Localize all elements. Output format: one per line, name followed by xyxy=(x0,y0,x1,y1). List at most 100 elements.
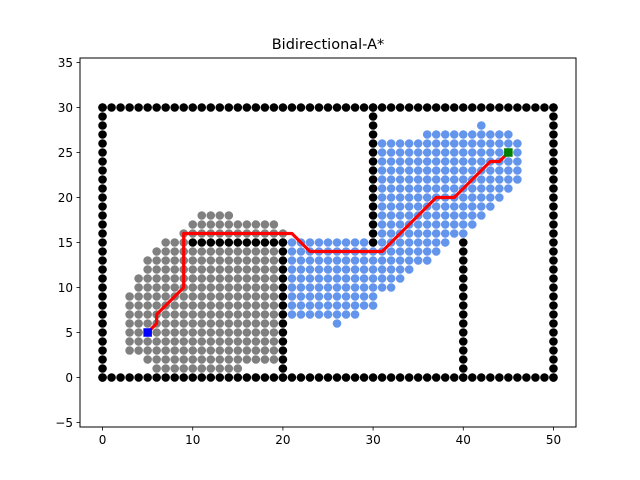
backward-closed-point xyxy=(368,301,378,310)
forward-closed-point xyxy=(134,274,143,283)
forward-closed-point xyxy=(260,292,270,301)
obstacle-point xyxy=(278,310,288,319)
obstacle-point xyxy=(98,301,107,310)
forward-closed-point xyxy=(206,256,216,265)
forward-closed-point xyxy=(233,283,243,292)
forward-closed-point xyxy=(179,346,189,355)
obstacle-point xyxy=(170,103,179,112)
obstacle-point xyxy=(278,328,288,337)
backward-closed-point xyxy=(486,148,495,157)
forward-closed-point xyxy=(233,337,243,346)
forward-closed-point xyxy=(215,220,225,229)
backward-closed-point xyxy=(431,238,441,247)
forward-closed-point xyxy=(125,310,134,319)
obstacle-point xyxy=(458,256,468,265)
backward-closed-point xyxy=(458,139,468,148)
obstacle-point xyxy=(549,274,558,283)
backward-closed-point xyxy=(386,256,396,265)
forward-closed-point xyxy=(215,211,225,220)
forward-closed-point xyxy=(206,265,216,274)
backward-closed-point xyxy=(377,283,387,292)
backward-closed-point xyxy=(341,301,351,310)
obstacle-point xyxy=(98,364,107,373)
obstacle-point xyxy=(188,373,198,382)
backward-closed-point xyxy=(323,238,333,247)
obstacle-point xyxy=(233,373,243,382)
forward-closed-point xyxy=(188,292,198,301)
forward-closed-point xyxy=(224,328,234,337)
obstacle-point xyxy=(197,373,207,382)
obstacle-point xyxy=(341,373,351,382)
forward-closed-point xyxy=(242,247,252,256)
backward-closed-point xyxy=(477,130,486,139)
forward-closed-point xyxy=(251,337,261,346)
backward-closed-point xyxy=(458,175,468,184)
backward-closed-point xyxy=(477,175,486,184)
obstacle-point xyxy=(197,238,207,247)
forward-closed-point xyxy=(269,292,279,301)
forward-closed-point xyxy=(188,310,198,319)
backward-closed-point xyxy=(495,193,504,202)
forward-closed-point xyxy=(242,301,252,310)
forward-closed-point xyxy=(242,319,252,328)
backward-closed-point xyxy=(350,301,360,310)
forward-closed-point xyxy=(224,211,234,220)
forward-closed-point xyxy=(179,292,189,301)
obstacle-point xyxy=(260,103,270,112)
forward-closed-point xyxy=(170,337,179,346)
obstacle-point xyxy=(413,373,423,382)
obstacle-point xyxy=(287,103,297,112)
forward-closed-point xyxy=(170,256,179,265)
obstacle-point xyxy=(422,373,432,382)
forward-closed-point xyxy=(233,301,243,310)
obstacle-point xyxy=(413,103,423,112)
forward-closed-point xyxy=(197,256,207,265)
forward-closed-point xyxy=(215,355,225,364)
forward-closed-point xyxy=(215,310,225,319)
forward-closed-point xyxy=(224,301,234,310)
y-tick-label: 5 xyxy=(65,326,73,340)
forward-closed-point xyxy=(152,274,161,283)
forward-closed-point xyxy=(269,247,279,256)
obstacle-point xyxy=(404,103,414,112)
obstacle-point xyxy=(152,373,161,382)
backward-closed-point xyxy=(467,157,477,166)
obstacle-point xyxy=(332,103,342,112)
obstacle-point xyxy=(458,292,468,301)
forward-closed-point xyxy=(134,310,143,319)
backward-closed-point xyxy=(314,292,324,301)
forward-closed-point xyxy=(188,346,198,355)
backward-closed-point xyxy=(413,148,423,157)
forward-closed-point xyxy=(188,337,198,346)
obstacle-point xyxy=(215,238,225,247)
forward-closed-point xyxy=(224,274,234,283)
backward-closed-point xyxy=(458,229,468,238)
backward-closed-point xyxy=(359,274,369,283)
backward-closed-point xyxy=(305,283,315,292)
backward-closed-point xyxy=(422,238,432,247)
obstacle-point xyxy=(278,283,288,292)
forward-closed-point xyxy=(197,211,207,220)
obstacle-point xyxy=(368,202,378,211)
backward-closed-point xyxy=(395,202,405,211)
backward-closed-point xyxy=(404,238,414,247)
forward-closed-point xyxy=(143,310,152,319)
obstacle-point xyxy=(458,319,468,328)
backward-closed-point xyxy=(440,184,450,193)
obstacle-point xyxy=(368,148,378,157)
forward-closed-point xyxy=(197,265,207,274)
forward-closed-point xyxy=(197,292,207,301)
obstacle-point xyxy=(504,373,513,382)
forward-closed-point xyxy=(251,247,261,256)
obstacle-point xyxy=(260,238,270,247)
obstacle-point xyxy=(458,328,468,337)
obstacle-point xyxy=(350,103,360,112)
obstacle-point xyxy=(143,103,152,112)
backward-closed-point xyxy=(477,139,486,148)
forward-closed-point xyxy=(269,256,279,265)
obstacle-point xyxy=(98,166,107,175)
forward-closed-point xyxy=(134,292,143,301)
forward-closed-point xyxy=(179,364,189,373)
backward-closed-point xyxy=(332,301,342,310)
backward-closed-point xyxy=(350,238,360,247)
